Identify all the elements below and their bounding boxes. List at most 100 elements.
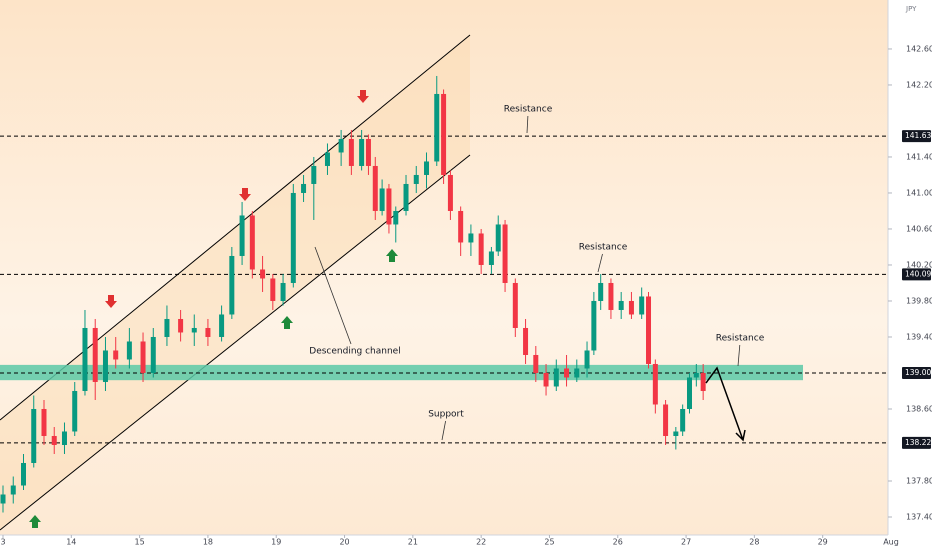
candle-body xyxy=(51,435,57,445)
channel-upper xyxy=(0,34,471,421)
candle-body xyxy=(523,327,529,355)
x-tick-label: 26 xyxy=(613,538,623,547)
candle-body xyxy=(591,300,597,351)
candle-body xyxy=(393,210,399,225)
annotation-pointer xyxy=(737,344,741,367)
channel-lower xyxy=(0,154,471,531)
level-price-box xyxy=(902,366,931,379)
candle-body xyxy=(290,192,296,283)
candle-body xyxy=(102,350,108,382)
y-tick-label: 139.400 xyxy=(906,332,932,341)
candle-body xyxy=(140,341,146,373)
y-tick-label: 137.400 xyxy=(906,512,932,521)
x-tick-label: 25 xyxy=(544,538,554,547)
projection-arrow xyxy=(705,366,746,442)
level-price-label: 138.224 xyxy=(905,438,932,447)
sell-arrow xyxy=(105,295,117,308)
candle-body xyxy=(82,327,88,391)
candle-body xyxy=(686,377,692,409)
level-price-label: 139.000 xyxy=(905,368,932,377)
candle-body xyxy=(478,233,484,265)
candle-body xyxy=(693,372,699,378)
y-tick-label: 140.200 xyxy=(906,260,932,269)
candle-body xyxy=(324,152,330,166)
candle-body xyxy=(126,341,132,360)
candle-body xyxy=(61,431,67,445)
x-tick-label: 19 xyxy=(271,538,281,547)
candle-body xyxy=(113,350,119,360)
candle-body xyxy=(458,210,464,243)
candle-body xyxy=(574,368,580,378)
candle-body xyxy=(424,161,430,175)
candle-body xyxy=(700,372,706,391)
candle-body xyxy=(488,251,494,265)
y-tick-label: 142.600 xyxy=(906,44,932,53)
x-tick-label: Aug xyxy=(883,538,899,547)
annotation: Descending channel xyxy=(309,347,400,357)
x-tick-label: 15 xyxy=(135,538,145,547)
x-tick-label: 3 xyxy=(0,538,5,547)
candle-body xyxy=(205,327,211,337)
candle-body xyxy=(72,390,78,432)
level-price-box xyxy=(902,436,931,449)
annotation: Resistance xyxy=(504,105,553,115)
candle-body xyxy=(150,336,156,373)
sell-arrow xyxy=(239,188,251,201)
candle-body xyxy=(512,282,518,328)
candle-body xyxy=(584,350,590,369)
candle-body xyxy=(280,282,286,301)
candle-body xyxy=(10,485,16,495)
x-tick-label: 18 xyxy=(203,538,213,547)
candle-body xyxy=(338,138,344,153)
candle-body xyxy=(239,215,245,256)
buy-arrow xyxy=(281,316,293,329)
level-price-box xyxy=(902,130,931,143)
candle-body xyxy=(680,408,686,432)
candle-body xyxy=(301,183,307,193)
candle-body xyxy=(229,255,235,315)
currency: JPY xyxy=(905,5,917,13)
candle-body xyxy=(564,368,570,378)
y-tick-label: 141.000 xyxy=(906,188,932,197)
candle-body xyxy=(270,278,276,301)
candle-body xyxy=(365,138,371,166)
y-tick-label: 140.600 xyxy=(906,224,932,233)
candle-body xyxy=(164,318,170,337)
level-price-box xyxy=(902,268,931,281)
level-price-label: 140.095 xyxy=(905,269,932,278)
x-tick-label: 28 xyxy=(749,538,759,547)
buy-arrow xyxy=(29,515,41,528)
candle-body xyxy=(618,300,624,310)
candle-body xyxy=(441,93,447,175)
candle-body xyxy=(639,296,645,315)
candle-body xyxy=(311,165,317,184)
candle-body xyxy=(41,408,47,436)
x-tick-label: 27 xyxy=(681,538,691,547)
buy-arrow xyxy=(386,249,398,262)
y-tick-label: 138.600 xyxy=(906,404,932,413)
candle-body xyxy=(386,188,392,225)
candle-body xyxy=(348,138,354,166)
signal-arrows xyxy=(29,90,398,528)
y-tick-label: 139.800 xyxy=(906,296,932,305)
plot-background xyxy=(0,0,888,535)
candle-body xyxy=(31,408,37,463)
annotation: Resistance xyxy=(716,334,765,344)
annotation-pointer xyxy=(526,115,529,134)
x-tick-label: 20 xyxy=(339,538,349,547)
candle-body xyxy=(447,174,453,211)
time-axis xyxy=(0,535,888,550)
annotation: Resistance xyxy=(579,243,628,253)
level-price-label: 141.631 xyxy=(905,131,932,140)
candle-body xyxy=(608,282,614,310)
y-tick-label: 142.200 xyxy=(906,80,932,89)
candle-body xyxy=(372,165,378,211)
candle-body xyxy=(646,296,652,364)
candle-body xyxy=(20,462,26,486)
candle-body xyxy=(652,363,658,405)
annotation-pointer xyxy=(314,246,352,345)
x-tick-label: 14 xyxy=(66,538,76,547)
x-tick-label: 21 xyxy=(408,538,418,547)
candle-body xyxy=(219,314,225,337)
